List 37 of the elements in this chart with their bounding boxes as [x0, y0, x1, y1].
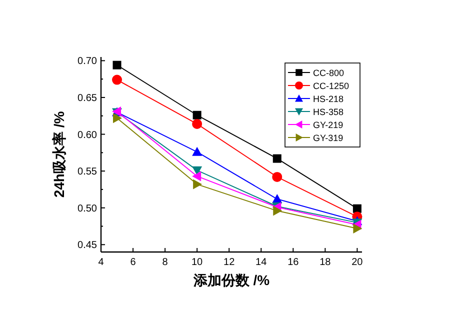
x-tick-label: 8 — [162, 257, 168, 268]
x-tick-label: 18 — [320, 257, 332, 268]
point — [112, 74, 122, 85]
legend-label: GY-319 — [313, 133, 344, 143]
legend-label: GY-219 — [313, 120, 344, 130]
x-tick-label: 6 — [130, 257, 136, 268]
legend-label: CC-1250 — [313, 81, 350, 91]
y-tick-label: 0.55 — [78, 166, 98, 178]
point — [273, 206, 282, 216]
y-axis-title: 24h吸水率 /% — [51, 110, 67, 198]
x-tick-label: 16 — [288, 257, 300, 268]
y-tick-label: 0.60 — [78, 130, 98, 141]
x-axis-title: 添加份数 /% — [192, 272, 270, 288]
y-tick-label: 0.50 — [78, 203, 98, 214]
point — [272, 154, 282, 163]
point — [192, 166, 202, 176]
y-tick-label: 0.45 — [78, 240, 98, 252]
x-tick-label: 14 — [256, 257, 268, 268]
legend-label: CC-800 — [313, 68, 344, 78]
point — [352, 204, 362, 213]
point — [113, 113, 122, 124]
y-tick-label: 0.65 — [78, 92, 98, 104]
x-tick-label: 4 — [98, 257, 104, 268]
point — [193, 179, 202, 190]
x-tick-label: 20 — [352, 257, 364, 268]
point — [353, 223, 362, 234]
legend-label: HS-358 — [313, 107, 344, 117]
point — [112, 60, 122, 70]
point — [192, 118, 202, 129]
point — [192, 110, 202, 120]
legend-label: HS-218 — [313, 94, 344, 104]
y-tick-label: 0.70 — [78, 56, 98, 68]
x-tick-label: 12 — [224, 257, 236, 268]
x-tick-label: 10 — [192, 257, 204, 268]
point — [192, 146, 202, 156]
point — [272, 172, 282, 182]
point — [192, 171, 202, 182]
